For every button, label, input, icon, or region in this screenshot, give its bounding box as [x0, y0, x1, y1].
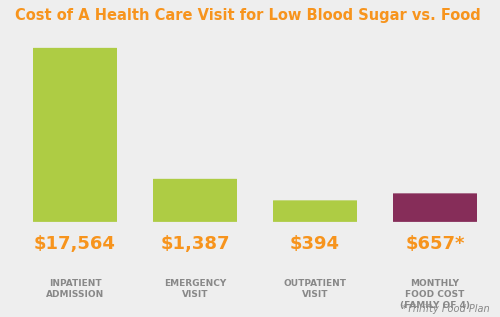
Text: OUTPATIENT
VISIT: OUTPATIENT VISIT — [284, 279, 346, 299]
Text: $1,387: $1,387 — [160, 235, 230, 253]
Text: EMERGENCY
VISIT: EMERGENCY VISIT — [164, 279, 226, 299]
Text: $657*: $657* — [405, 235, 465, 253]
FancyBboxPatch shape — [153, 179, 237, 222]
FancyBboxPatch shape — [33, 48, 117, 222]
FancyBboxPatch shape — [393, 193, 477, 222]
Text: MONTHLY
FOOD COST
(FAMILY OF 4): MONTHLY FOOD COST (FAMILY OF 4) — [400, 279, 470, 310]
Text: $17,564: $17,564 — [34, 235, 116, 253]
Text: *Thrifty Food Plan: *Thrifty Food Plan — [402, 304, 490, 314]
Text: Cost of A Health Care Visit for Low Blood Sugar vs. Food: Cost of A Health Care Visit for Low Bloo… — [15, 8, 481, 23]
Text: INPATIENT
ADMISSION: INPATIENT ADMISSION — [46, 279, 104, 299]
Text: $394: $394 — [290, 235, 340, 253]
FancyBboxPatch shape — [273, 200, 357, 222]
